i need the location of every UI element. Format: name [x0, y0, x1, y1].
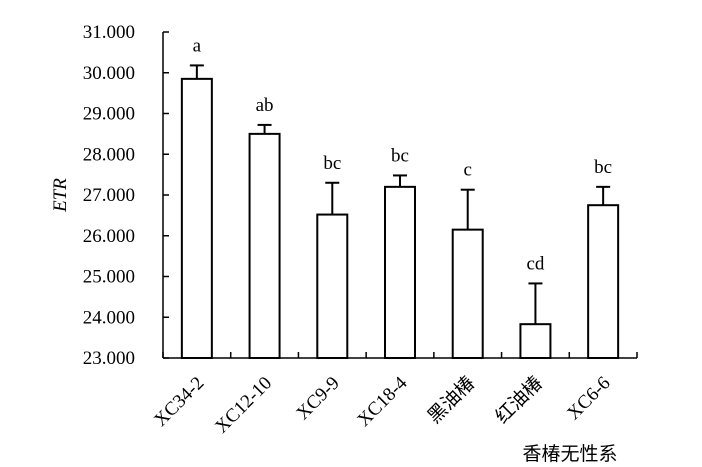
bar-series: [180, 77, 620, 360]
bar: [316, 213, 349, 359]
category-label-series: XC34-2 XC12-10 XC9-9 XC18-4 黑油椿 红油椿 XC6-6: [150, 372, 614, 438]
error-bar-series: [189, 64, 611, 325]
x-axis-title: 香椿无性系: [522, 443, 617, 465]
category-label: XC12-10: [211, 373, 276, 438]
significance-label: ab: [256, 95, 274, 116]
bar: [248, 132, 281, 359]
significance-label-series: a ab bc bc c cd bc: [193, 35, 612, 274]
category-label: XC9-9: [292, 373, 343, 424]
y-tick-label: 31.000: [83, 22, 135, 43]
significance-label: cd: [526, 253, 544, 274]
bar: [587, 204, 620, 359]
y-tick-label: 25.000: [83, 267, 135, 288]
category-label: XC18-4: [353, 372, 411, 430]
y-tick-label: 28.000: [83, 144, 135, 165]
significance-label: c: [463, 160, 471, 181]
category-label: XC34-2: [150, 373, 208, 431]
significance-label: bc: [323, 153, 341, 174]
y-axis-title: ETR: [50, 178, 71, 213]
y-tick-label: 29.000: [83, 104, 135, 125]
y-tick-label: 26.000: [83, 226, 135, 247]
bar: [519, 323, 552, 359]
category-label: XC6-6: [563, 373, 614, 424]
y-axis: 23.000 24.000 25.000 26.000 27.000 28.000 29.0…: [83, 22, 169, 369]
significance-label: bc: [594, 157, 612, 178]
significance-label: a: [193, 35, 202, 56]
category-label: 红油椿: [491, 372, 547, 428]
y-tick-label: 30.000: [83, 63, 135, 84]
significance-label: bc: [391, 145, 409, 166]
bar: [451, 228, 484, 359]
bar: [384, 185, 416, 359]
y-tick-label: 27.000: [83, 185, 135, 206]
bar: [180, 77, 213, 360]
y-tick-label: 23.000: [83, 348, 135, 369]
category-label: 黑油椿: [423, 372, 479, 428]
y-tick-label: 24.000: [83, 307, 135, 328]
